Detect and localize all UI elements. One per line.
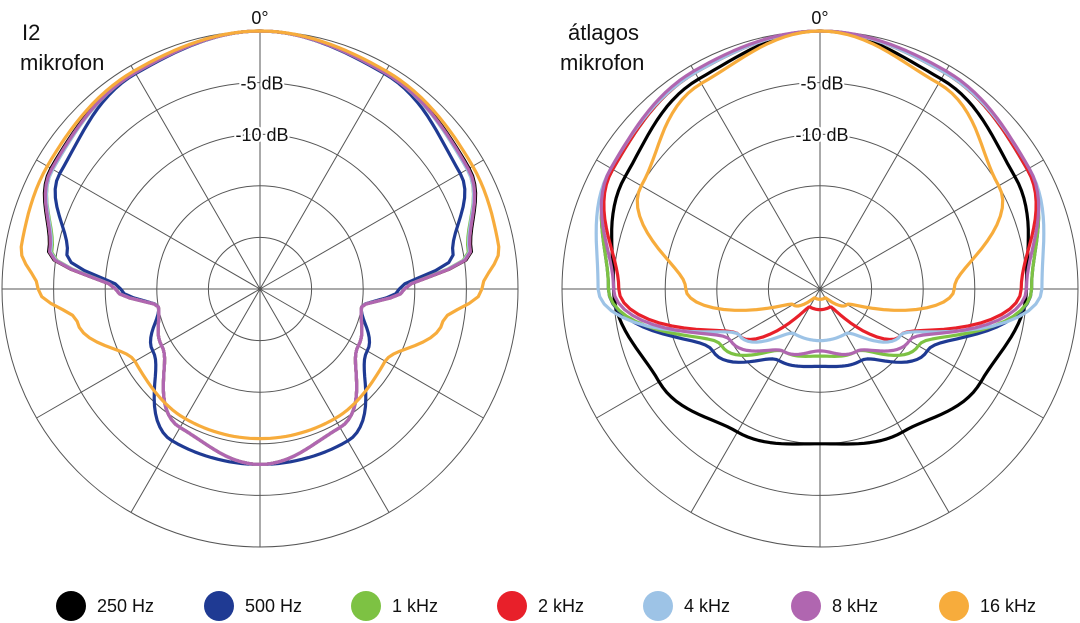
polar-charts: 0° -5 dB -10 dB 0° -5 dB -10 dB <box>1 8 1079 548</box>
legend-label-500hz: 500 Hz <box>245 595 303 616</box>
grid-spoke <box>259 288 484 419</box>
legend-label-16khz: 16 kHz <box>980 595 1037 616</box>
series-16khz <box>635 29 1005 312</box>
radial-label: -5 dB <box>240 74 283 94</box>
radial-label: -10 dB <box>795 125 848 145</box>
grid-spoke <box>690 288 821 513</box>
legend-item-8khz: 8 kHz <box>791 589 878 623</box>
legend-swatch-4khz <box>643 591 673 621</box>
legend: 250 Hz 500 Hz 1 kHz 2 kHz 4 kHz 8 kHz 16… <box>0 589 1080 623</box>
legend-item-16khz: 16 kHz <box>939 589 1036 623</box>
chart-title-i2-line1: I2 <box>22 20 41 45</box>
grid-spoke <box>819 288 950 513</box>
legend-item-4khz: 4 kHz <box>643 589 730 623</box>
chart-title-average-line2: mikrofon <box>560 50 645 75</box>
polar-chart-average: 0° -5 dB -10 dB <box>561 8 1079 548</box>
radial-label: -10 dB <box>235 125 288 145</box>
legend-swatch-8khz <box>791 591 821 621</box>
grid-spoke <box>259 159 484 290</box>
legend-swatch-2khz <box>497 591 527 621</box>
legend-swatch-500hz <box>204 591 234 621</box>
angle-label-0: 0° <box>811 8 828 28</box>
legend-label-250hz: 250 Hz <box>97 595 155 616</box>
series-8khz <box>43 29 477 466</box>
legend-label-1khz: 1 kHz <box>392 595 439 616</box>
legend-swatch-16khz <box>939 591 969 621</box>
grid-spoke <box>819 288 1044 419</box>
grid-spoke <box>819 159 1044 290</box>
grid-spoke <box>36 288 261 419</box>
chart-title-average-line1: átlagos <box>568 20 639 45</box>
legend-label-4khz: 4 kHz <box>684 595 731 616</box>
series-8khz <box>599 29 1041 357</box>
legend-item-250hz: 250 Hz <box>56 589 154 623</box>
legend-item-1khz: 1 kHz <box>351 589 438 623</box>
grid-spoke <box>130 65 261 290</box>
legend-swatch-1khz <box>351 591 381 621</box>
legend-label-8khz: 8 kHz <box>832 595 879 616</box>
grid-spoke <box>36 159 261 290</box>
legend-item-500hz: 500 Hz <box>204 589 302 623</box>
series-250hz <box>610 29 1030 446</box>
polar-chart-i2: 0° -5 dB -10 dB <box>1 8 519 548</box>
grid-spoke <box>819 65 950 290</box>
chart-title-i2-line2: mikrofon <box>20 50 105 75</box>
legend-swatch-250hz <box>56 591 86 621</box>
legend-label-2khz: 2 kHz <box>538 595 585 616</box>
radial-label: -5 dB <box>800 74 843 94</box>
angle-label-0: 0° <box>251 8 268 28</box>
grid-spoke <box>130 288 261 513</box>
series-16khz <box>19 29 501 441</box>
grid-spoke <box>690 65 821 290</box>
legend-item-2khz: 2 kHz <box>497 589 584 623</box>
grid-spoke <box>596 288 821 419</box>
grid-spoke <box>259 65 390 290</box>
grid-spoke <box>596 159 821 290</box>
grid-spoke <box>259 288 390 513</box>
series-2khz <box>602 29 1038 342</box>
